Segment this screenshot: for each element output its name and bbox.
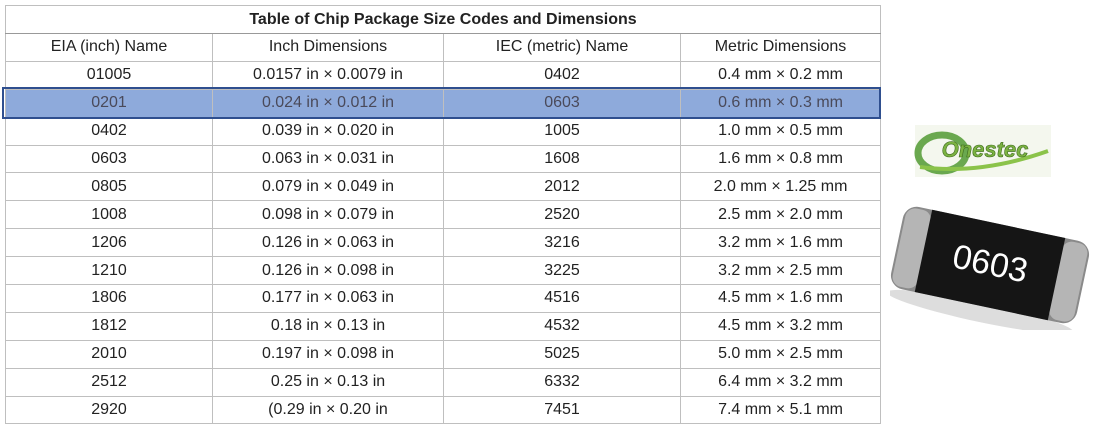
- cell: 2.5 mm × 2.0 mm: [679, 200, 882, 230]
- title-row: Table of Chip Package Size Codes and Dim…: [4, 5, 882, 34]
- cell: 0.0157 in × 0.0079 in: [212, 60, 444, 90]
- table-row: 0201 0.024 in × 0.012 in 0603 0.6 mm × 0.3 …: [5, 88, 882, 118]
- cell: 1812: [5, 311, 213, 341]
- header-cell: IEC (metric) Name: [443, 33, 681, 62]
- chip: 0603: [890, 206, 1090, 330]
- header-cell: Metric Dimensions: [679, 33, 882, 62]
- table-row: 0402 0.039 in × 0.020 in 1005 1.0 mm × 0.5 …: [5, 116, 882, 146]
- cell: 0.126 in × 0.098 in: [212, 256, 444, 286]
- cell: 3.2 mm × 2.5 mm: [679, 256, 882, 286]
- table-row: 2512 0.25 in × 0.13 in 6332 6.4 mm × 3.2 mm: [5, 367, 882, 397]
- table-row: 0805 0.079 in × 0.049 in 2012 2.0 mm × 1.25…: [5, 172, 882, 202]
- logo-swoosh: [914, 131, 970, 175]
- cell: 0.063 in × 0.031 in: [212, 144, 444, 174]
- cell: 1806: [5, 284, 213, 313]
- cell: 4516: [443, 284, 681, 313]
- cell: 0.177 in × 0.063 in: [212, 284, 444, 313]
- cell: 0.098 in × 0.079 in: [212, 200, 444, 230]
- cell: 2010: [5, 339, 213, 369]
- cell: 0402: [443, 60, 681, 90]
- cell: 7451: [443, 395, 681, 425]
- chip-terminal: [1049, 241, 1088, 322]
- table-row: 2920 (0.29 in × 0.20 in 7451 7.4 mm × 5.1 m…: [5, 395, 882, 425]
- header-row: EIA (inch) Name Inch Dimensions IEC (metri…: [5, 33, 882, 62]
- cell: 1608: [443, 144, 681, 174]
- cell: 3225: [443, 256, 681, 286]
- table-row: 01005 0.0157 in × 0.0079 in 0402 0.4 mm × 0…: [5, 60, 882, 90]
- cell: 0.18 in × 0.13 in: [212, 311, 444, 341]
- chip-shadow: [890, 289, 1073, 330]
- table-row: 1008 0.098 in × 0.079 in 2520 2.5 mm × 2.0 …: [5, 200, 882, 230]
- table-title: Table of Chip Package Size Codes and Dim…: [4, 5, 882, 34]
- cell: 0.6 mm × 0.3 mm: [679, 88, 882, 118]
- cell: 0201: [5, 88, 213, 118]
- cell: 0.25 in × 0.13 in: [212, 367, 444, 397]
- cell: 0.039 in × 0.020 in: [212, 116, 444, 146]
- cell: 1210: [5, 256, 213, 286]
- cell: 1.0 mm × 0.5 mm: [679, 116, 882, 146]
- cell: 7.4 mm × 5.1 mm: [679, 395, 882, 425]
- cell: 0.4 mm × 0.2 mm: [679, 60, 882, 90]
- header-cell: Inch Dimensions: [212, 33, 444, 62]
- logo-text: Onestec: [942, 137, 1029, 162]
- cell: 0.024 in × 0.012 in: [212, 88, 444, 118]
- cell: 3.2 mm × 1.6 mm: [679, 228, 882, 258]
- cell: 0805: [5, 172, 213, 202]
- cell: 2520: [443, 200, 681, 230]
- size-table: Table of Chip Package Size Codes and Dim…: [4, 5, 882, 425]
- table-row: 1210 0.126 in × 0.098 in 3225 3.2 mm × 2.5 …: [5, 256, 882, 286]
- cell: 0.197 in × 0.098 in: [212, 339, 444, 369]
- cell: 0603: [443, 88, 681, 118]
- cell: 6.4 mm × 3.2 mm: [679, 367, 882, 397]
- cell: 2920: [5, 395, 213, 425]
- logo: Onestec: [914, 125, 1051, 177]
- cell: 5025: [443, 339, 681, 369]
- cell: 0603: [5, 144, 213, 174]
- table-row: 1206 0.126 in × 0.063 in 3216 3.2 mm × 1.6 …: [5, 228, 882, 258]
- cell: 4.5 mm × 1.6 mm: [679, 284, 882, 313]
- table-row: 1806 0.177 in × 0.063 in 4516 4.5 mm × 1.6 …: [5, 284, 882, 313]
- chip-terminal: [892, 208, 931, 289]
- cell: 0.126 in × 0.063 in: [212, 228, 444, 258]
- table-row: 2010 0.197 in × 0.098 in 5025 5.0 mm × 2.5 …: [5, 339, 882, 369]
- cell: (0.29 in × 0.20 in: [212, 395, 444, 425]
- cell: 4532: [443, 311, 681, 341]
- cell: 6332: [443, 367, 681, 397]
- chip-body: [914, 209, 1066, 321]
- cell: 0402: [5, 116, 213, 146]
- cell: 4.5 mm × 3.2 mm: [679, 311, 882, 341]
- cell: 1008: [5, 200, 213, 230]
- images: Onestec 0603: [890, 125, 1090, 330]
- cell: 2512: [5, 367, 213, 397]
- header-cell: EIA (inch) Name: [5, 33, 213, 62]
- table-row: 1812 0.18 in × 0.13 in 4532 4.5 mm × 3.2 mm: [5, 311, 882, 341]
- cell: 1206: [5, 228, 213, 258]
- cell: 3216: [443, 228, 681, 258]
- cell: 1.6 mm × 0.8 mm: [679, 144, 882, 174]
- cell: 0.079 in × 0.049 in: [212, 172, 444, 202]
- cell: 1005: [443, 116, 681, 146]
- logo-swoosh: [919, 149, 1049, 171]
- table-row: 0603 0.063 in × 0.031 in 1608 1.6 mm × 0.8 …: [5, 144, 882, 174]
- cell: 2012: [443, 172, 681, 202]
- cell: 01005: [5, 60, 213, 90]
- cell: 2.0 mm × 1.25 mm: [679, 172, 882, 202]
- cell: 5.0 mm × 2.5 mm: [679, 339, 882, 369]
